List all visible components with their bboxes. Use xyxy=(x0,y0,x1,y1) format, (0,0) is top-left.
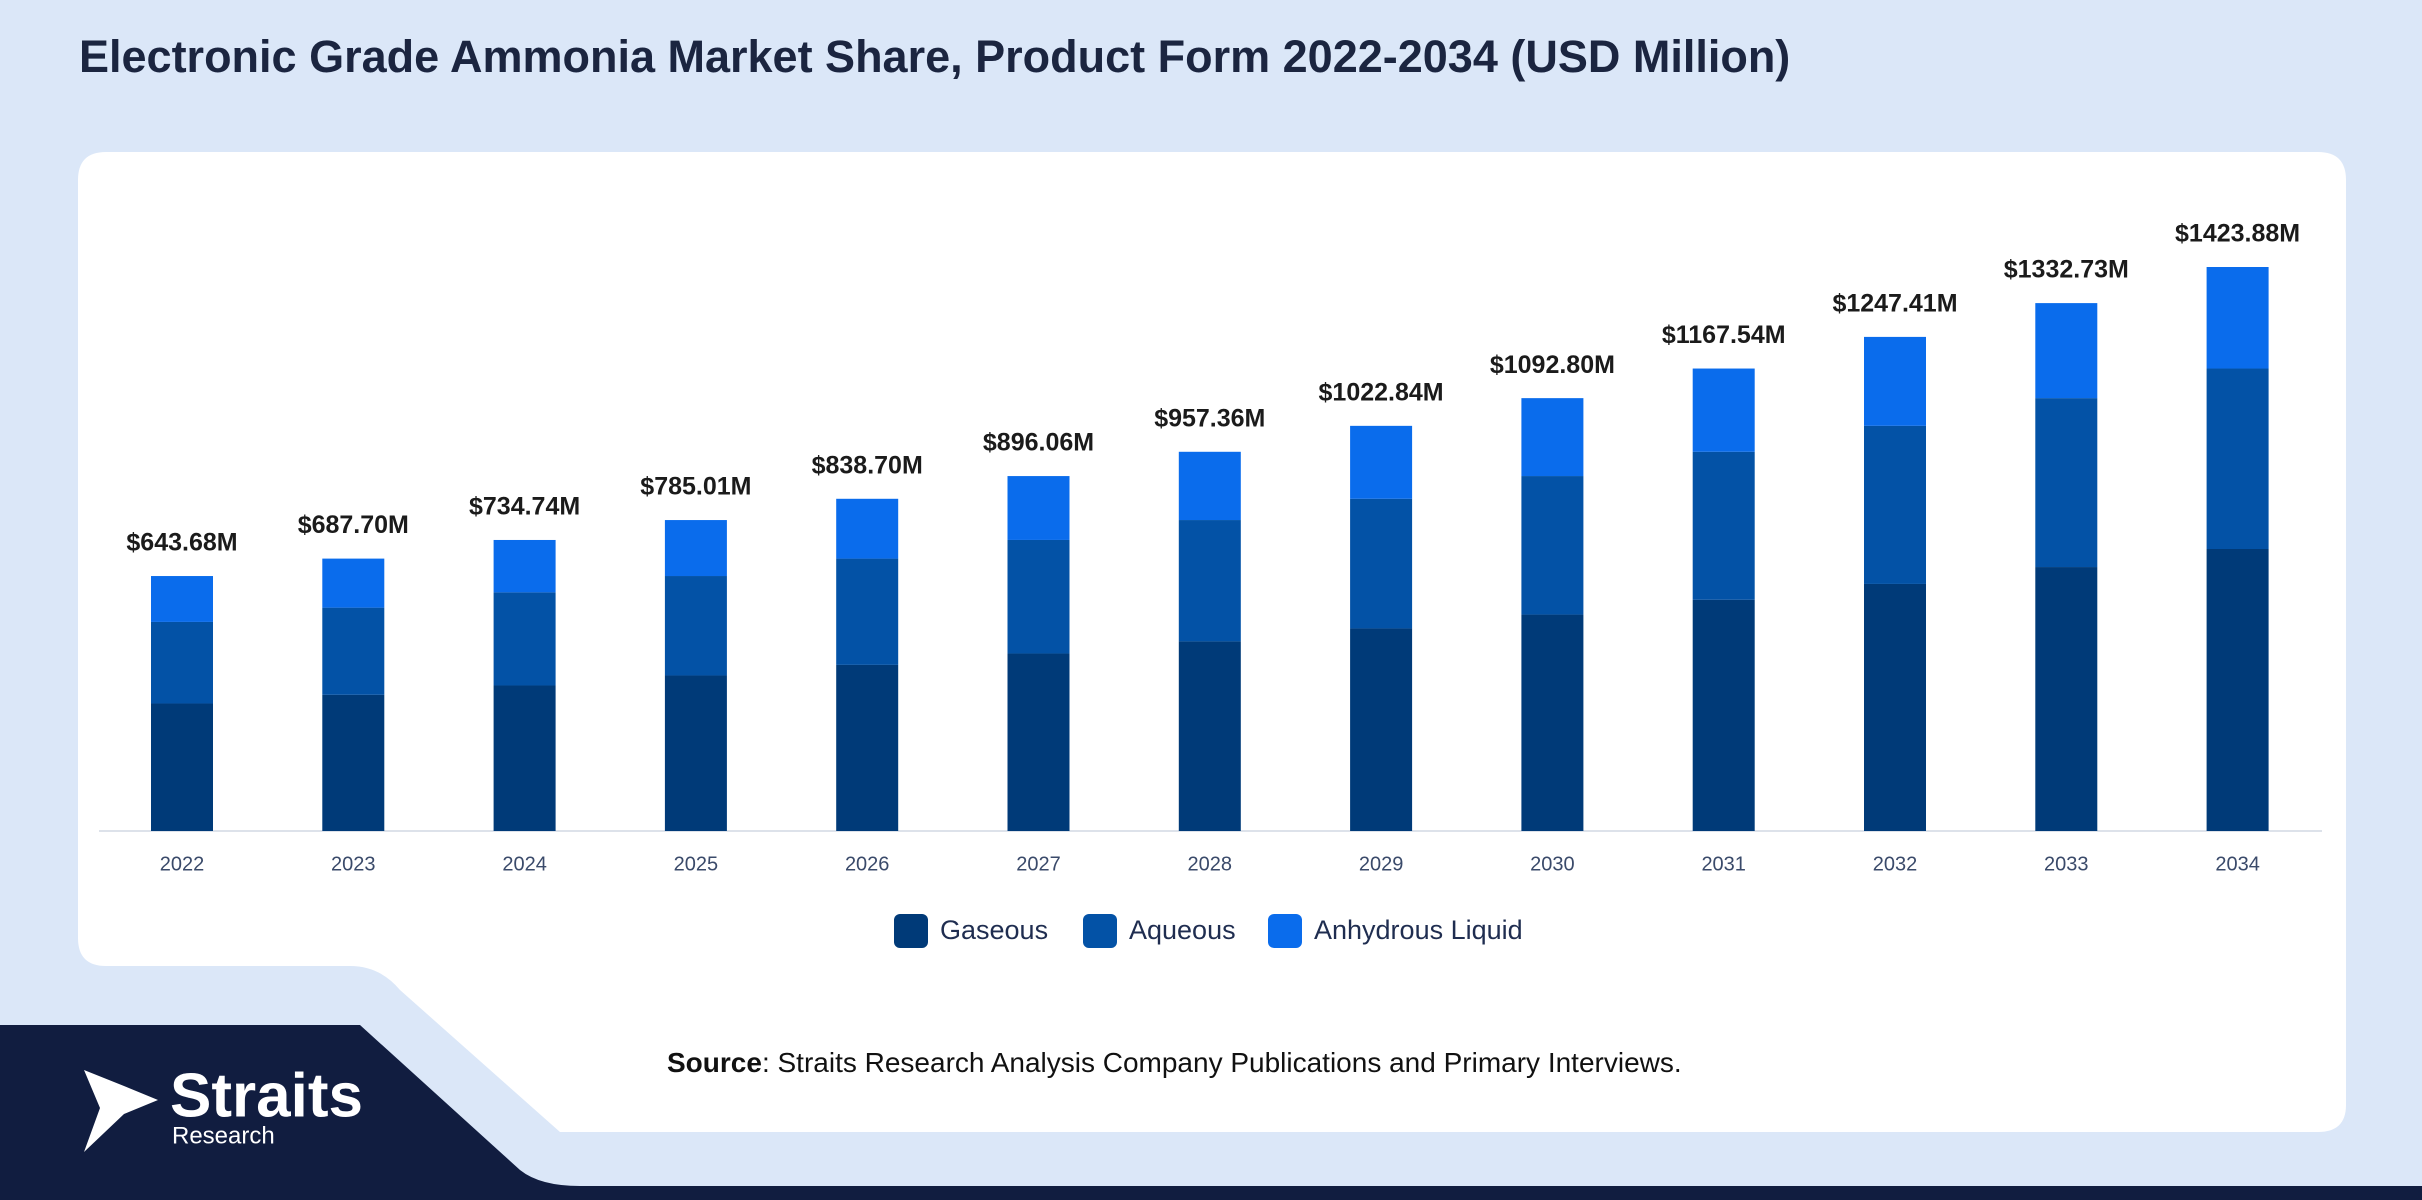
bar-segment xyxy=(1007,476,1070,540)
x-tick-label: 2030 xyxy=(1530,853,1575,875)
total-label: $1022.84M xyxy=(1319,378,1444,406)
bar-segment xyxy=(664,520,727,577)
bar-segment xyxy=(1521,614,1584,831)
bar-segment xyxy=(322,607,385,695)
x-tick-label: 2034 xyxy=(2215,853,2260,875)
legend-swatch xyxy=(894,914,928,948)
legend-swatch xyxy=(1268,914,1302,948)
bar-segment xyxy=(2206,549,2269,831)
bar-segment xyxy=(2035,303,2098,399)
total-label: $785.01M xyxy=(640,473,751,501)
logo-icon xyxy=(84,1070,158,1152)
x-tick-label: 2023 xyxy=(331,853,376,875)
x-tick-label: 2024 xyxy=(502,853,547,875)
x-tick-label: 2028 xyxy=(1188,853,1233,875)
bar-segment xyxy=(322,558,385,608)
bar-segment xyxy=(1007,653,1070,831)
total-label: $1247.41M xyxy=(1832,290,1957,318)
x-tick-label: 2026 xyxy=(845,853,890,875)
bar-segment xyxy=(1521,476,1584,615)
legend-label: Gaseous xyxy=(940,915,1048,945)
bar-segment xyxy=(1521,398,1584,477)
total-label: $1423.88M xyxy=(2175,220,2300,248)
bar-segment xyxy=(493,685,556,831)
bar-segment xyxy=(2206,267,2269,369)
bar-segment xyxy=(2206,368,2269,549)
x-tick-label: 2032 xyxy=(1873,853,1918,875)
x-tick-label: 2029 xyxy=(1359,853,1404,875)
bar-segment xyxy=(1864,336,1926,426)
bar-segment xyxy=(1864,583,1926,831)
source-text: : Straits Research Analysis Company Publ… xyxy=(762,1047,1682,1078)
bar-segment xyxy=(1692,599,1755,831)
total-label: $1167.54M xyxy=(1662,321,1786,349)
bar-segment xyxy=(836,664,899,831)
total-label: $838.70M xyxy=(812,451,923,479)
bar-segment xyxy=(1692,368,1755,452)
x-tick-label: 2025 xyxy=(674,853,719,875)
logo-name: Straits xyxy=(170,1061,363,1130)
bar-segment xyxy=(2035,567,2098,831)
bar-segment xyxy=(151,703,213,831)
total-label: $896.06M xyxy=(983,429,1094,457)
x-tick-label: 2022 xyxy=(160,853,205,875)
footer-band xyxy=(0,1025,2422,1200)
bar-segment xyxy=(1350,498,1413,629)
bar-segment xyxy=(664,675,727,831)
bar-segment xyxy=(1350,628,1413,831)
legend-label: Aqueous xyxy=(1129,915,1236,945)
logo-sub: Research xyxy=(172,1122,275,1149)
bar-segment xyxy=(836,498,899,559)
bar-segment xyxy=(664,576,727,676)
bar-segment xyxy=(1178,641,1241,831)
x-tick-label: 2033 xyxy=(2044,853,2089,875)
source: Source: Straits Research Analysis Compan… xyxy=(667,1047,1682,1078)
bar-segment xyxy=(1692,451,1755,600)
total-label: $957.36M xyxy=(1154,404,1265,432)
total-label: $643.68M xyxy=(126,529,237,557)
bar-segment xyxy=(151,621,213,704)
legend-swatch xyxy=(1083,914,1117,948)
bar-segment xyxy=(151,576,213,622)
bar-segment xyxy=(1350,425,1413,499)
bar-segment xyxy=(493,592,556,686)
x-tick-label: 2031 xyxy=(1701,853,1746,875)
x-tick-label: 2027 xyxy=(1016,853,1061,875)
bar-segment xyxy=(2035,398,2098,568)
total-label: $687.70M xyxy=(298,511,409,539)
bar-segment xyxy=(1178,451,1241,521)
legend-label: Anhydrous Liquid xyxy=(1314,915,1523,945)
total-label: $734.74M xyxy=(469,493,580,521)
bar-segment xyxy=(322,694,385,831)
bar-segment xyxy=(1864,425,1926,584)
chart-title: Electronic Grade Ammonia Market Share, P… xyxy=(79,31,1790,82)
total-label: $1332.73M xyxy=(2004,256,2129,284)
bar-segment xyxy=(1178,520,1241,642)
source-label: Source xyxy=(667,1047,762,1078)
bar-segment xyxy=(836,558,899,665)
bar-segment xyxy=(1007,539,1070,654)
bar-segment xyxy=(493,539,556,593)
total-label: $1092.80M xyxy=(1490,351,1615,379)
